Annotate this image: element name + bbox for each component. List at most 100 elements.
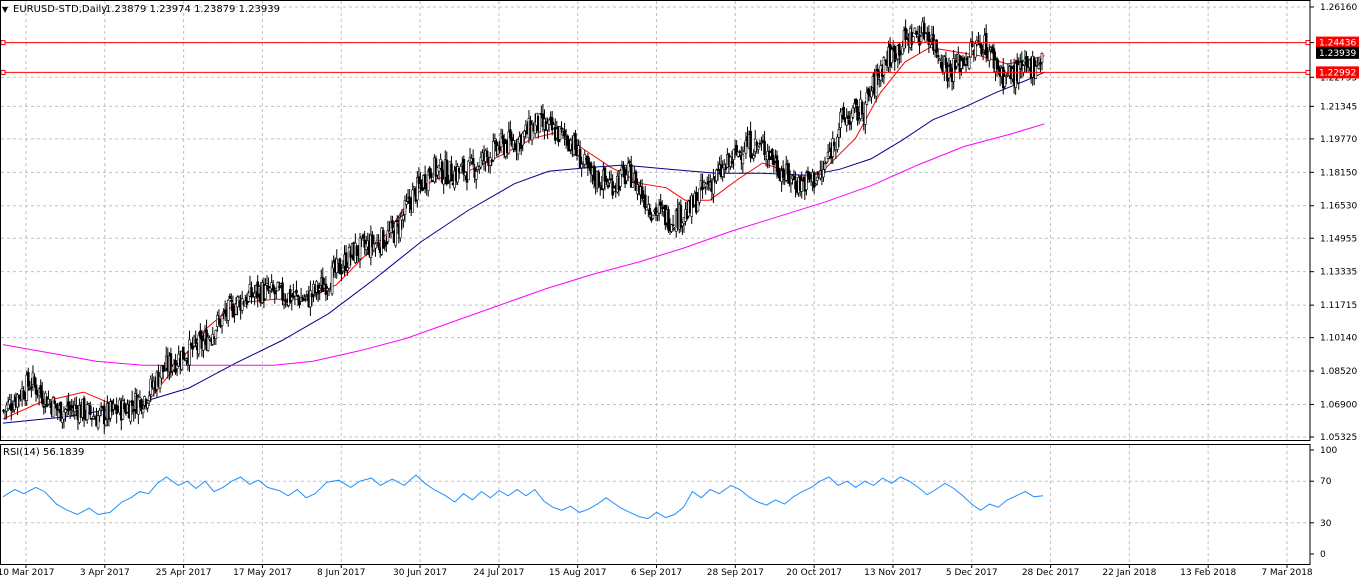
candle-body <box>247 292 250 302</box>
candle-body <box>25 374 29 401</box>
candle-body <box>456 166 459 183</box>
candle-body <box>681 222 684 226</box>
symbol-arrow-icon[interactable]: ▼ <box>2 5 9 14</box>
candle-body <box>138 397 142 401</box>
candle-body <box>140 399 143 412</box>
candle-body <box>85 404 89 420</box>
candle-body <box>398 217 402 239</box>
candle-body <box>53 400 56 404</box>
candle-body <box>550 117 554 131</box>
candle-body <box>419 179 422 184</box>
candle-body <box>631 182 635 188</box>
candle-body <box>755 141 759 146</box>
candle-body <box>970 40 974 47</box>
candle-body <box>659 201 663 207</box>
candle-body <box>309 290 312 308</box>
candle-body <box>163 369 166 372</box>
candle-body <box>141 408 145 414</box>
candle-body <box>643 194 647 209</box>
y-tick-label: 1.13335 <box>1320 268 1357 278</box>
candle-body <box>129 401 132 422</box>
candle-body <box>48 401 52 404</box>
x-tick-label: 25 Apr 2017 <box>156 568 212 578</box>
candle-body <box>442 178 446 185</box>
candle-body <box>944 58 948 66</box>
candle-body <box>411 189 415 213</box>
candle-body <box>922 22 926 39</box>
candle-body <box>341 267 345 272</box>
y-tick-label: 1.16530 <box>1320 202 1357 212</box>
line-handle-right[interactable] <box>1305 40 1311 46</box>
candle-body <box>253 292 256 298</box>
candle-body <box>338 258 342 275</box>
candle-body <box>842 106 845 120</box>
candle-body <box>629 164 633 188</box>
candle-body <box>574 133 577 150</box>
line-handle-left[interactable] <box>0 69 6 75</box>
candle-body <box>860 101 864 115</box>
candle-body <box>603 167 607 182</box>
candle-body <box>62 411 66 420</box>
candle-body <box>865 92 869 105</box>
candle-body <box>220 315 224 326</box>
candle-body <box>538 113 542 133</box>
candle-body <box>188 339 191 366</box>
candle-body <box>507 131 511 154</box>
candle-body <box>34 384 38 395</box>
x-tick-label: 3 Apr 2017 <box>80 568 130 578</box>
candle-body <box>516 138 520 155</box>
candle-body <box>938 58 942 62</box>
candle-body <box>1039 62 1042 65</box>
candle-body <box>22 390 25 399</box>
candle-body <box>670 224 673 232</box>
candle-body <box>981 52 985 55</box>
candle-body <box>130 400 134 406</box>
x-tick-label: 28 Dec 2017 <box>1022 568 1080 578</box>
candle-body <box>606 185 610 188</box>
candle-body <box>619 170 622 187</box>
candle-body <box>667 209 670 231</box>
candle-body <box>560 127 563 130</box>
candle-body <box>479 157 483 168</box>
candle-body <box>777 167 780 177</box>
x-tick-label: 10 Mar 2017 <box>0 568 55 578</box>
line-handle-left[interactable] <box>0 40 6 46</box>
candle-body <box>146 403 149 409</box>
candle-body <box>40 390 44 404</box>
candle-body <box>271 284 275 291</box>
candle-body <box>730 160 734 164</box>
candle-body <box>904 27 907 40</box>
candle-body <box>296 294 300 298</box>
candle-body <box>846 115 850 119</box>
line-handle-right[interactable] <box>1305 69 1311 75</box>
candle-body <box>509 129 512 139</box>
candle-body <box>175 364 179 369</box>
candle-body <box>87 403 91 405</box>
candle-body <box>716 169 720 171</box>
candle-body <box>995 58 999 70</box>
candle-body <box>736 151 740 157</box>
candle-body <box>935 39 938 53</box>
candle-body <box>808 171 811 180</box>
candle-body <box>408 196 411 204</box>
moving-average-2 <box>2 123 1045 366</box>
candle-body <box>6 401 10 409</box>
candle-body <box>268 287 272 291</box>
candle-body <box>250 287 253 298</box>
candle-body <box>646 204 650 211</box>
candle-body <box>9 403 13 411</box>
candle-body <box>11 409 15 412</box>
candle-body <box>493 138 497 141</box>
candle-body <box>402 215 405 221</box>
candle-body <box>786 163 790 175</box>
candle-body <box>30 386 33 389</box>
candle-body <box>848 119 852 125</box>
candle-body <box>464 172 467 176</box>
candle-body <box>522 131 526 137</box>
candle-body <box>1003 76 1007 87</box>
y-tick-label: 1.18150 <box>1320 168 1357 178</box>
candle-body <box>580 163 583 169</box>
candle-body <box>226 299 230 321</box>
candle-body <box>194 338 197 344</box>
candle-body <box>340 271 343 275</box>
